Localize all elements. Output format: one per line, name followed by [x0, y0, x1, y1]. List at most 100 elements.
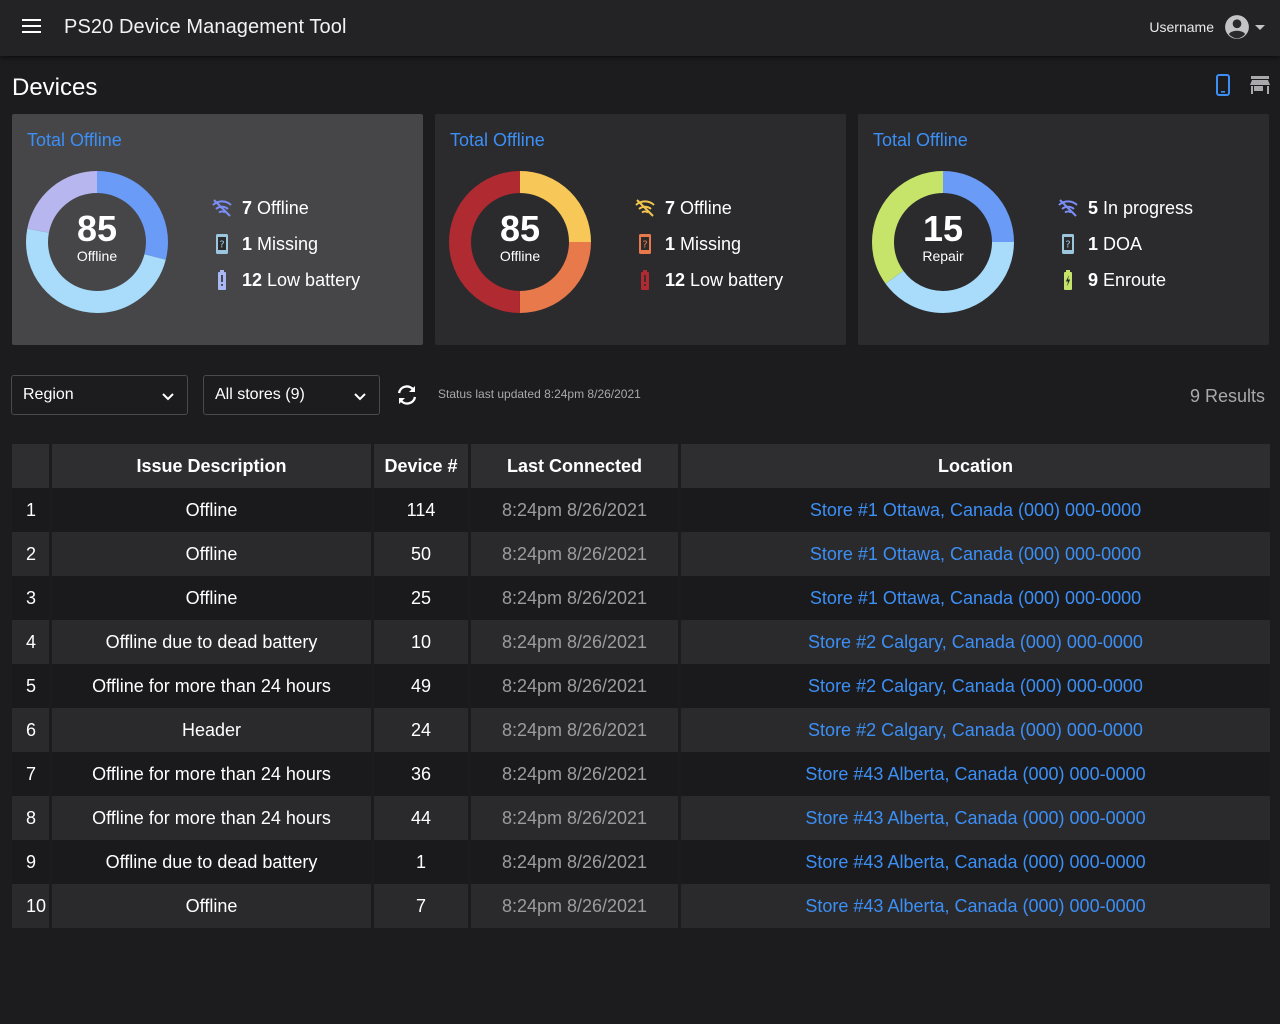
stat-count: 1: [242, 233, 253, 254]
stores-select[interactable]: All stores (9): [203, 375, 380, 415]
row-index: 2: [12, 532, 52, 576]
stores-select-value: All stores (9): [215, 386, 305, 403]
location-link[interactable]: Store #43 Alberta, Canada (000) 000-0000: [681, 796, 1270, 840]
device-number: 49: [374, 664, 471, 708]
last-connected: 8:24pm 8/26/2021: [471, 532, 681, 576]
donut-label: Repair: [922, 248, 964, 264]
row-index: 1: [12, 488, 52, 532]
location-link[interactable]: Store #1 Ottawa, Canada (000) 000-0000: [681, 532, 1270, 576]
donut-chart: [872, 171, 1014, 313]
location-link[interactable]: Store #1 Ottawa, Canada (000) 000-0000: [681, 576, 1270, 620]
table-row[interactable]: 2 Offline 50 8:24pm 8/26/2021 Store #1 Ottaw…: [12, 532, 1270, 576]
table-row[interactable]: 4 Offline due to dead battery 10 8:24pm 8/2…: [12, 620, 1270, 664]
location-link[interactable]: Store #43 Alberta, Canada (000) 000-0000: [681, 752, 1270, 796]
row-index: 7: [12, 752, 52, 796]
column-header-last-connected[interactable]: Last Connected: [471, 444, 681, 488]
summary-card[interactable]: Total Offline 15 Repair 5 In progress ? …: [858, 114, 1269, 345]
donut-segment: [26, 171, 168, 313]
donut-segment: [26, 171, 168, 313]
issue-description: Offline for more than 24 hours: [52, 796, 374, 840]
username: Username: [1149, 19, 1214, 35]
table-row[interactable]: 5 Offline for more than 24 hours 49 8:24pm …: [12, 664, 1270, 708]
wifi-off-icon: [1056, 196, 1080, 220]
summary-card[interactable]: Total Offline 85 Offline 7 Offline ? 1 M…: [12, 114, 423, 345]
device-number: 114: [374, 488, 471, 532]
device-number: 24: [374, 708, 471, 752]
donut-chart: [26, 171, 168, 313]
stat-label: Enroute: [1103, 269, 1167, 290]
table-row[interactable]: 6 Header 24 8:24pm 8/26/2021 Store #2 Calgar…: [12, 708, 1270, 752]
donut-segment: [449, 171, 591, 313]
issue-description: Offline for more than 24 hours: [52, 752, 374, 796]
battery-low-icon: [210, 268, 234, 292]
location-link[interactable]: Store #2 Calgary, Canada (000) 000-0000: [681, 664, 1270, 708]
account-circle-icon: [1225, 15, 1249, 39]
table-row[interactable]: 9 Offline due to dead battery 1 8:24pm 8/26…: [12, 840, 1270, 884]
battery-charging-icon: [1056, 268, 1080, 292]
stat-count: 12: [242, 269, 263, 290]
svg-text:?: ?: [219, 240, 224, 251]
svg-text:?: ?: [1065, 240, 1070, 251]
battery-low-icon: [633, 268, 657, 292]
table-row[interactable]: 7 Offline for more than 24 hours 36 8:24pm …: [12, 752, 1270, 796]
device-missing-icon: ?: [633, 232, 657, 256]
device-number: 36: [374, 752, 471, 796]
card-title: Total Offline: [873, 130, 968, 150]
status-last-updated: Status last updated 8:24pm 8/26/2021: [438, 387, 641, 401]
svg-text:?: ?: [642, 240, 647, 251]
stat-label: Low battery: [267, 269, 361, 290]
table-row[interactable]: 3 Offline 25 8:24pm 8/26/2021 Store #1 Ottaw…: [12, 576, 1270, 620]
device-number: 25: [374, 576, 471, 620]
stat-row: 5 In progress: [1056, 196, 1193, 220]
table-row[interactable]: 10 Offline 7 8:24pm 8/26/2021 Store #43 Albe…: [12, 884, 1270, 928]
stat-count: 9: [1088, 269, 1099, 290]
refresh-icon[interactable]: [394, 382, 420, 408]
stat-row: ? 1 DOA: [1056, 232, 1142, 256]
table-row[interactable]: 8 Offline for more than 24 hours 44 8:24pm …: [12, 796, 1270, 840]
issue-description: Offline due to dead battery: [52, 840, 374, 884]
stat-row: 7 Offline: [633, 196, 732, 220]
app-bar: PS20 Device Management Tool Username: [0, 0, 1280, 56]
stat-label: Offline: [257, 197, 309, 218]
stat-count: 5: [1088, 197, 1099, 218]
app-title: PS20 Device Management Tool: [64, 16, 347, 38]
last-connected: 8:24pm 8/26/2021: [471, 664, 681, 708]
row-index: 10: [12, 884, 52, 928]
user-menu[interactable]: Username: [1149, 14, 1266, 40]
stat-row: ? 1 Missing: [210, 232, 318, 256]
summary-card[interactable]: Total Offline 85 Offline 7 Offline ? 1 M…: [435, 114, 846, 345]
region-select[interactable]: Region: [11, 375, 188, 415]
location-link[interactable]: Store #1 Ottawa, Canada (000) 000-0000: [681, 488, 1270, 532]
location-link[interactable]: Store #2 Calgary, Canada (000) 000-0000: [681, 620, 1270, 664]
donut-value: 85: [76, 208, 118, 249]
menu-icon[interactable]: [22, 19, 42, 37]
donut-segment: [449, 171, 591, 313]
column-header-issue[interactable]: Issue Description: [52, 444, 374, 488]
store-icon[interactable]: [1249, 74, 1271, 96]
stat-label: Missing: [680, 233, 742, 254]
table-row[interactable]: 1 Offline 114 8:24pm 8/26/2021 Store #1 Otta…: [12, 488, 1270, 532]
location-link[interactable]: Store #43 Alberta, Canada (000) 000-0000: [681, 840, 1270, 884]
device-number: 10: [374, 620, 471, 664]
column-header-device[interactable]: Device #: [374, 444, 471, 488]
stat-count: 7: [242, 197, 253, 218]
chevron-down-icon: [354, 393, 366, 401]
donut-label: Offline: [499, 248, 541, 264]
row-index: 8: [12, 796, 52, 840]
issue-description: Offline for more than 24 hours: [52, 664, 374, 708]
device-missing-icon: ?: [1056, 232, 1080, 256]
column-header-location[interactable]: Location: [681, 444, 1270, 488]
stat-row: 12 Low battery: [633, 268, 783, 292]
phone-icon[interactable]: [1212, 74, 1234, 96]
device-number: 1: [374, 840, 471, 884]
location-link[interactable]: Store #2 Calgary, Canada (000) 000-0000: [681, 708, 1270, 752]
last-connected: 8:24pm 8/26/2021: [471, 840, 681, 884]
issue-description: Header: [52, 708, 374, 752]
wifi-off-icon: [633, 196, 657, 220]
last-connected: 8:24pm 8/26/2021: [471, 488, 681, 532]
stat-count: 12: [665, 269, 686, 290]
last-connected: 8:24pm 8/26/2021: [471, 620, 681, 664]
location-link[interactable]: Store #43 Alberta, Canada (000) 000-0000: [681, 884, 1270, 928]
column-header-index: [12, 444, 52, 488]
row-index: 3: [12, 576, 52, 620]
